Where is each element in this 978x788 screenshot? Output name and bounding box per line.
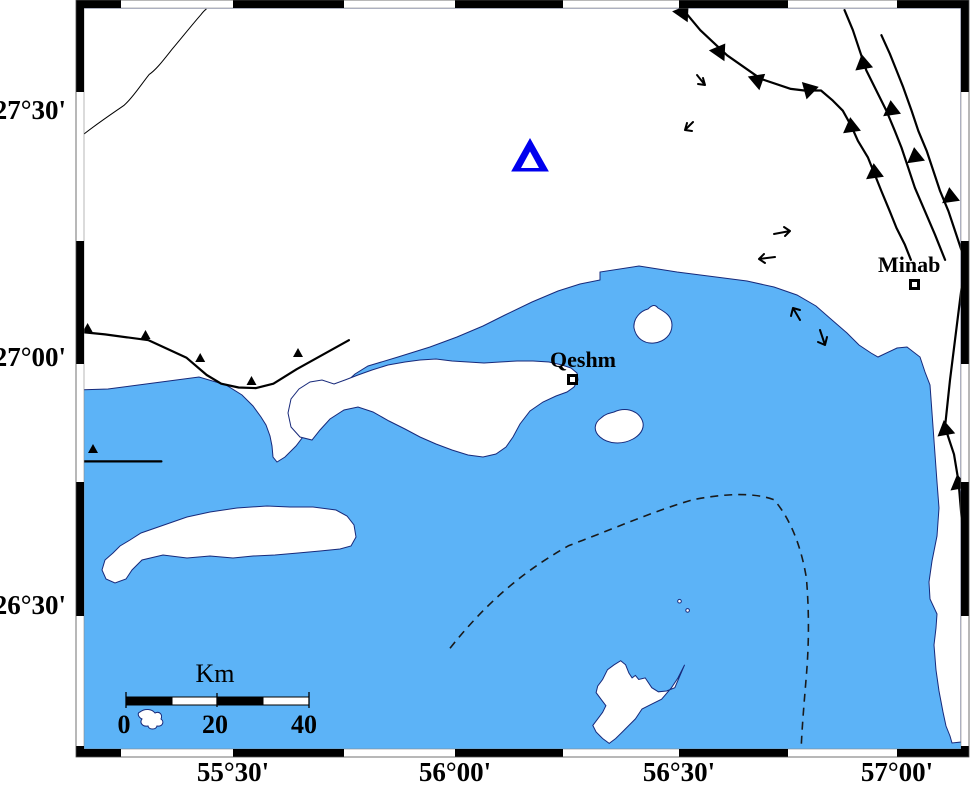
svg-text:40: 40 (291, 710, 317, 739)
svg-text:55°30': 55°30' (197, 757, 269, 787)
svg-text:27°30': 27°30' (0, 95, 66, 125)
svg-text:27°00': 27°00' (0, 342, 66, 372)
svg-text:26°30': 26°30' (0, 590, 66, 620)
svg-text:0: 0 (118, 710, 131, 739)
svg-text:Minab: Minab (878, 252, 940, 277)
svg-text:20: 20 (202, 710, 228, 739)
svg-text:56°00': 56°00' (419, 757, 491, 787)
svg-text:Km: Km (196, 659, 235, 688)
svg-text:Qeshm: Qeshm (550, 347, 616, 372)
svg-text:56°30': 56°30' (643, 757, 715, 787)
svg-text:57°00': 57°00' (861, 757, 933, 787)
